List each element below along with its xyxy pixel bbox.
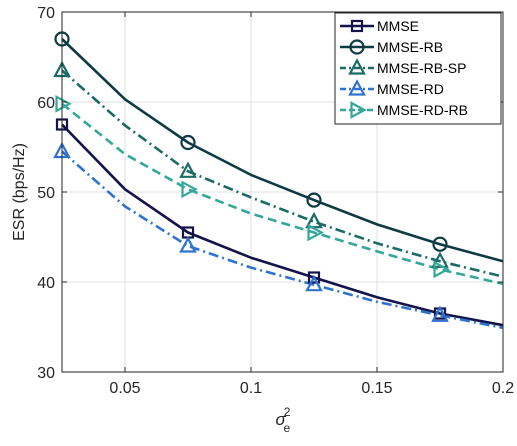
series-line <box>61 123 504 327</box>
x-axis-label-subscript: e <box>283 421 290 435</box>
data-point-marker <box>179 161 197 178</box>
x-axis-label: σ2 e <box>276 405 291 435</box>
series-line <box>61 69 504 278</box>
x-tick-label: 0.2 <box>492 380 514 397</box>
y-tick-label: 30 <box>37 365 55 382</box>
y-tick-label: 50 <box>37 185 55 202</box>
data-point-marker <box>307 271 321 284</box>
legend-entry-label: MMSE-RB <box>377 39 443 55</box>
x-axis-label-superscript: 2 <box>284 405 291 419</box>
legend-marker-sample <box>350 101 367 119</box>
legend-marker-sample <box>350 19 364 33</box>
series-line <box>61 38 504 263</box>
series-line <box>61 102 504 286</box>
y-tick-label: 40 <box>37 275 55 292</box>
data-point-marker <box>431 305 449 322</box>
legend-marker-sample <box>348 79 366 96</box>
y-tick-label: 60 <box>37 95 55 112</box>
x-tick-label: 0.15 <box>361 380 392 397</box>
axis-ticks: 0.05 0.1 0.15 0.2 30 40 50 60 70 <box>37 5 514 397</box>
y-axis-label: ESR (bps/Hz) <box>11 143 28 241</box>
data-point-marker <box>306 192 322 208</box>
legend: MMSE MMSE-RB MMSE-RB-SP MMSE-RD MMSE-RD-RB <box>334 12 502 125</box>
x-tick-label: 0.05 <box>109 380 140 397</box>
legend-entry-label: MMSE <box>377 18 419 34</box>
x-axis-label-symbol: σ <box>276 410 287 429</box>
data-point-marker <box>179 236 197 253</box>
data-point-marker <box>305 274 323 292</box>
series-line <box>61 150 504 330</box>
legend-entry-label: MMSE-RD <box>377 81 444 97</box>
data-point-marker <box>307 223 324 242</box>
x-tick-label: 0.1 <box>240 380 262 397</box>
data-point-marker <box>433 260 450 279</box>
data-point-marker <box>181 180 198 199</box>
legend-entry-label: MMSE-RB-SP <box>377 60 466 76</box>
legend-entry-label: MMSE-RD-RB <box>377 102 468 118</box>
data-point-marker <box>432 236 448 252</box>
legend-marker-sample <box>348 58 366 75</box>
data-point-marker <box>431 251 449 268</box>
y-tick-label: 70 <box>37 5 55 22</box>
data-point-marker <box>180 134 196 151</box>
data-point-marker <box>55 94 72 113</box>
data-point-marker <box>305 211 323 229</box>
legend-marker-sample <box>349 39 365 55</box>
series-lines <box>61 38 504 330</box>
